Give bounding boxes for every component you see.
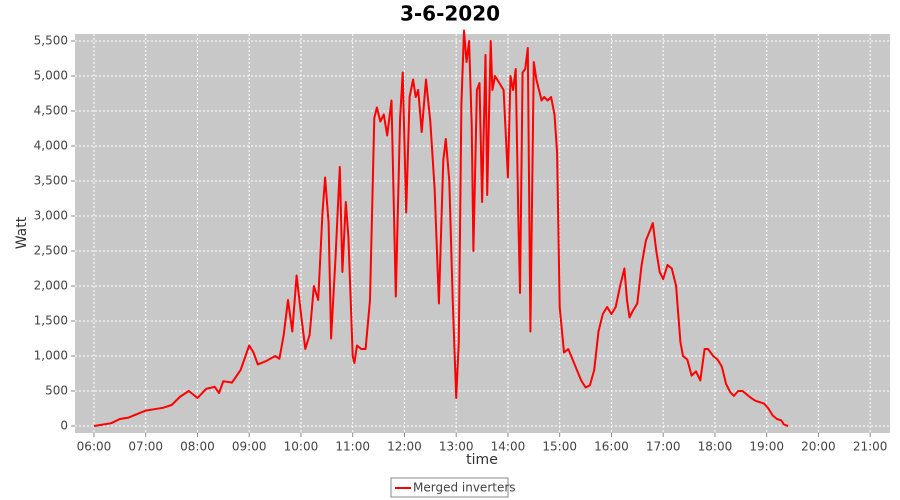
y-tick-label: 500 bbox=[45, 384, 68, 398]
x-tick-label: 17:00 bbox=[646, 440, 681, 454]
x-tick-label: 10:00 bbox=[284, 440, 319, 454]
y-tick-label: 4,500 bbox=[34, 104, 68, 118]
y-tick-label: 2,500 bbox=[34, 244, 68, 258]
legend-box bbox=[390, 477, 509, 498]
y-tick-label: 2,000 bbox=[34, 279, 68, 293]
x-tick-label: 19:00 bbox=[749, 440, 784, 454]
x-axis-label: time bbox=[466, 452, 498, 468]
x-tick-label: 07:00 bbox=[128, 440, 163, 454]
x-tick-label: 06:00 bbox=[77, 440, 112, 454]
x-tick-label: 11:00 bbox=[335, 440, 370, 454]
x-tick-label: 12:00 bbox=[387, 440, 422, 454]
x-tick-label: 16:00 bbox=[594, 440, 629, 454]
y-axis-label: Watt bbox=[14, 216, 30, 249]
legend-label: Merged inverters bbox=[413, 481, 516, 495]
y-tick-label: 1,500 bbox=[34, 314, 68, 328]
y-tick-label: 1,000 bbox=[34, 349, 68, 363]
x-tick-label: 15:00 bbox=[542, 440, 577, 454]
chart-title: 3-6-2020 bbox=[400, 2, 500, 26]
plot-area bbox=[75, 34, 890, 433]
x-tick-label: 08:00 bbox=[180, 440, 215, 454]
x-tick-label: 18:00 bbox=[698, 440, 733, 454]
x-tick-label: 13:00 bbox=[439, 440, 474, 454]
y-tick-label: 4,000 bbox=[34, 139, 68, 153]
y-tick-label: 3,000 bbox=[34, 209, 68, 223]
x-tick-label: 21:00 bbox=[853, 440, 888, 454]
y-tick-label: 5,000 bbox=[34, 69, 68, 83]
y-tick-label: 5,500 bbox=[34, 34, 68, 48]
x-tick-label: 20:00 bbox=[801, 440, 836, 454]
legend: Merged inverters bbox=[390, 477, 516, 498]
y-tick-label: 0 bbox=[60, 419, 68, 433]
x-tick-label: 09:00 bbox=[232, 440, 267, 454]
data-line bbox=[93, 29, 789, 427]
x-tick-label: 14:00 bbox=[491, 440, 526, 454]
y-tick-label: 3,500 bbox=[34, 174, 68, 188]
